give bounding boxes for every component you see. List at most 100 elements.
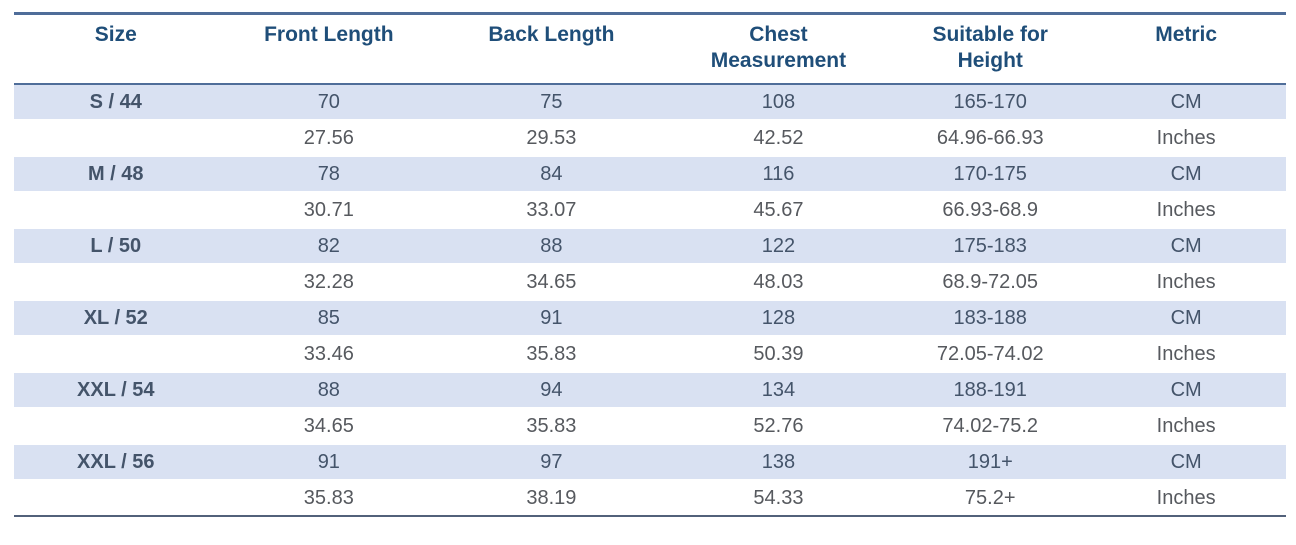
height-cell: 188-191 [894,371,1087,408]
back-length-cell: 97 [440,443,663,480]
table-row: 27.56 29.53 42.52 64.96-66.93 Inches [14,119,1286,156]
chest-cell: 48.03 [662,263,895,300]
back-length-cell: 84 [440,155,663,192]
back-length-cell: 38.19 [440,479,663,516]
metric-cell: Inches [1086,119,1286,156]
table-row: XXL / 56 91 97 138 191+ CM [14,443,1286,480]
height-cell: 175-183 [894,227,1087,264]
front-length-cell: 34.65 [217,407,441,444]
size-cell: M / 48 [14,155,218,192]
height-cell: 191+ [894,443,1087,480]
size-cell: XXL / 56 [14,443,218,480]
header-height: Suitable for Height [894,13,1087,85]
chest-cell: 45.67 [662,191,895,228]
front-length-cell: 78 [217,155,441,192]
metric-cell: Inches [1086,263,1286,300]
height-cell: 183-188 [894,299,1087,336]
size-cell [14,119,218,156]
size-cell: XL / 52 [14,299,218,336]
height-cell: 68.9-72.05 [894,263,1087,300]
front-length-cell: 27.56 [217,119,441,156]
header-chest: Chest Measurement [662,13,895,85]
front-length-cell: 91 [217,443,441,480]
height-cell: 64.96-66.93 [894,119,1087,156]
height-cell: 74.02-75.2 [894,407,1087,444]
header-back-length-label: Back Length [488,23,615,46]
metric-cell: CM [1086,443,1286,480]
front-length-cell: 30.71 [217,191,441,228]
size-cell [14,263,218,300]
chest-cell: 52.76 [662,407,895,444]
chest-cell: 128 [662,299,895,336]
front-length-cell: 33.46 [217,335,441,372]
front-length-cell: 32.28 [217,263,441,300]
size-chart: Size Front Length Back Length Chest Meas… [14,12,1286,517]
metric-cell: CM [1086,227,1286,264]
metric-cell: CM [1086,155,1286,192]
table-row: 33.46 35.83 50.39 72.05-74.02 Inches [14,335,1286,372]
metric-cell: CM [1086,299,1286,336]
size-cell [14,191,218,228]
front-length-cell: 85 [217,299,441,336]
chest-cell: 50.39 [662,335,895,372]
size-cell: S / 44 [14,83,218,120]
height-cell: 66.93-68.9 [894,191,1087,228]
metric-cell: Inches [1086,191,1286,228]
header-back-length: Back Length [440,13,663,85]
back-length-cell: 91 [440,299,663,336]
header-chest-label: Chest Measurement [710,23,847,72]
size-cell [14,407,218,444]
header-height-label: Suitable for Height [932,23,1048,72]
size-cell: L / 50 [14,227,218,264]
header-metric: Metric [1086,13,1286,85]
size-cell [14,335,218,372]
chest-cell: 134 [662,371,895,408]
table-body: S / 44 70 75 108 165-170 CM 27.56 29.53 … [14,83,1286,516]
header-front-length: Front Length [217,13,441,85]
table-row: M / 48 78 84 116 170-175 CM [14,155,1286,192]
height-cell: 170-175 [894,155,1087,192]
back-length-cell: 94 [440,371,663,408]
height-cell: 75.2+ [894,479,1087,516]
back-length-cell: 29.53 [440,119,663,156]
header-front-length-label: Front Length [264,23,394,46]
table-row: 34.65 35.83 52.76 74.02-75.2 Inches [14,407,1286,444]
chest-cell: 42.52 [662,119,895,156]
size-chart-table: Size Front Length Back Length Chest Meas… [14,12,1286,517]
back-length-cell: 88 [440,227,663,264]
back-length-cell: 34.65 [440,263,663,300]
table-row: 32.28 34.65 48.03 68.9-72.05 Inches [14,263,1286,300]
metric-cell: CM [1086,371,1286,408]
height-cell: 165-170 [894,83,1087,120]
chest-cell: 108 [662,83,895,120]
height-cell: 72.05-74.02 [894,335,1087,372]
header-row: Size Front Length Back Length Chest Meas… [14,13,1286,85]
table-row: XL / 52 85 91 128 183-188 CM [14,299,1286,336]
header-size-label: Size [94,23,137,46]
chest-cell: 54.33 [662,479,895,516]
chest-cell: 116 [662,155,895,192]
back-length-cell: 33.07 [440,191,663,228]
header-metric-label: Metric [1155,23,1218,46]
table-row: XXL / 54 88 94 134 188-191 CM [14,371,1286,408]
table-header: Size Front Length Back Length Chest Meas… [14,13,1286,85]
size-cell: XXL / 54 [14,371,218,408]
table-row: L / 50 82 88 122 175-183 CM [14,227,1286,264]
table-row: 35.83 38.19 54.33 75.2+ Inches [14,479,1286,516]
front-length-cell: 82 [217,227,441,264]
size-cell [14,479,218,516]
chest-cell: 138 [662,443,895,480]
front-length-cell: 35.83 [217,479,441,516]
metric-cell: Inches [1086,479,1286,516]
chest-cell: 122 [662,227,895,264]
table-row: S / 44 70 75 108 165-170 CM [14,83,1286,120]
back-length-cell: 75 [440,83,663,120]
metric-cell: Inches [1086,407,1286,444]
front-length-cell: 70 [217,83,441,120]
metric-cell: CM [1086,83,1286,120]
header-size: Size [14,13,218,85]
metric-cell: Inches [1086,335,1286,372]
front-length-cell: 88 [217,371,441,408]
back-length-cell: 35.83 [440,335,663,372]
table-row: 30.71 33.07 45.67 66.93-68.9 Inches [14,191,1286,228]
